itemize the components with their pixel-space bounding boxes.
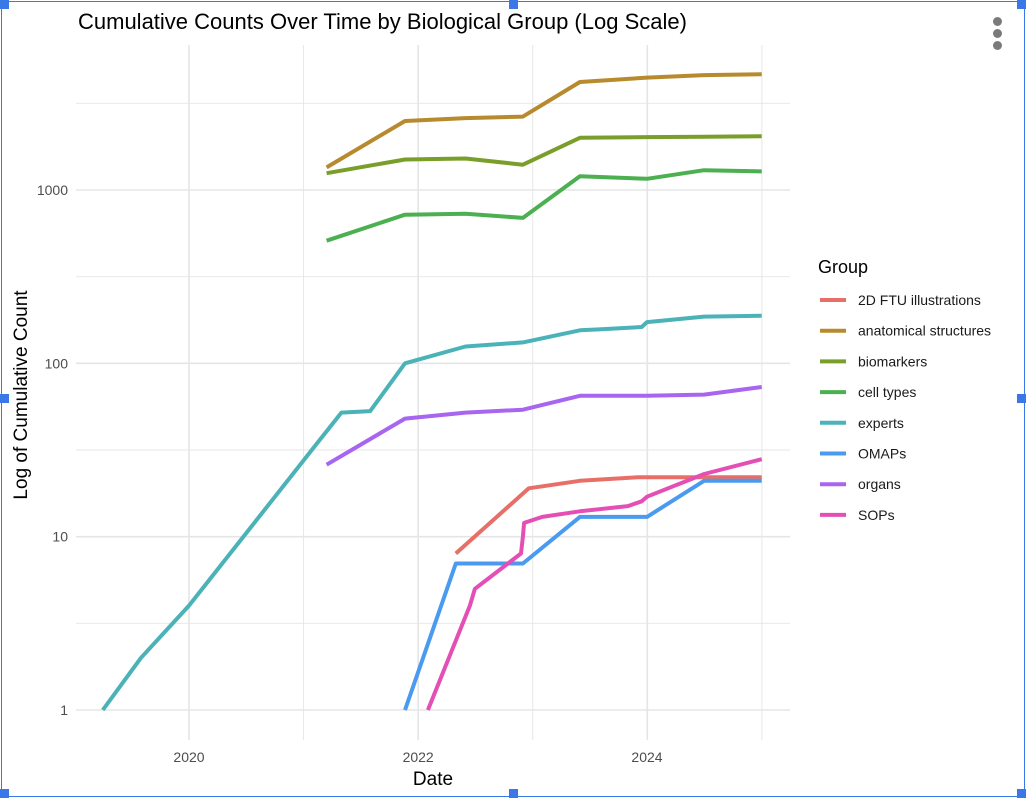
x-axis-tick-labels: 2020 2022 2024 [173, 749, 662, 765]
chart-title: Cumulative Counts Over Time by Biologica… [78, 9, 687, 34]
y-tick-label: 10 [52, 529, 68, 545]
series-line-biomarkers [326, 134, 762, 176]
x-tick-label: 2024 [631, 749, 662, 765]
minor-gridlines [76, 45, 790, 740]
resize-handle-bottom-right[interactable] [1017, 789, 1026, 798]
resize-handle-top-right[interactable] [1017, 0, 1026, 9]
legend-label: OMAPs [858, 446, 906, 462]
legend-title: Group [818, 257, 868, 277]
more-vert-icon[interactable] [988, 16, 1008, 52]
y-axis-label: Log of Cumulative Count [11, 290, 32, 500]
x-tick-label: 2020 [173, 749, 204, 765]
resize-handle-right[interactable] [1017, 394, 1026, 403]
series-line-2d-ftu-illustrations [454, 475, 762, 555]
y-axis-tick-labels: 1 10 100 1000 [37, 182, 68, 718]
y-tick-label: 1000 [37, 182, 68, 198]
legend-label: organs [858, 476, 901, 492]
legend: Group 2D FTU illustrations anatomical str… [818, 257, 991, 523]
resize-handle-bottom[interactable] [509, 789, 518, 798]
major-gridlines [76, 45, 790, 740]
series-line-cell-types [325, 168, 762, 243]
legend-label: anatomical structures [858, 323, 991, 339]
series-lines [101, 72, 763, 712]
series-line-anatomical-structures [325, 72, 762, 170]
legend-label: SOPs [858, 507, 895, 523]
legend-label: 2D FTU illustrations [858, 292, 981, 308]
series-line-experts [101, 313, 762, 712]
resize-handle-bottom-left[interactable] [0, 789, 9, 798]
legend-label: experts [858, 415, 904, 431]
legend-label: biomarkers [858, 353, 927, 369]
y-tick-label: 100 [45, 355, 69, 371]
resize-handle-top[interactable] [509, 0, 518, 9]
y-tick-label: 1 [60, 702, 68, 718]
x-axis-label: Date [413, 769, 453, 790]
resize-handle-left[interactable] [0, 394, 9, 403]
resize-handle-top-left[interactable] [0, 0, 9, 9]
series-line-sops [426, 457, 763, 711]
series-line-organs [325, 385, 762, 467]
series-line-omaps [403, 478, 762, 711]
x-tick-label: 2022 [403, 749, 434, 765]
legend-label: cell types [858, 384, 916, 400]
